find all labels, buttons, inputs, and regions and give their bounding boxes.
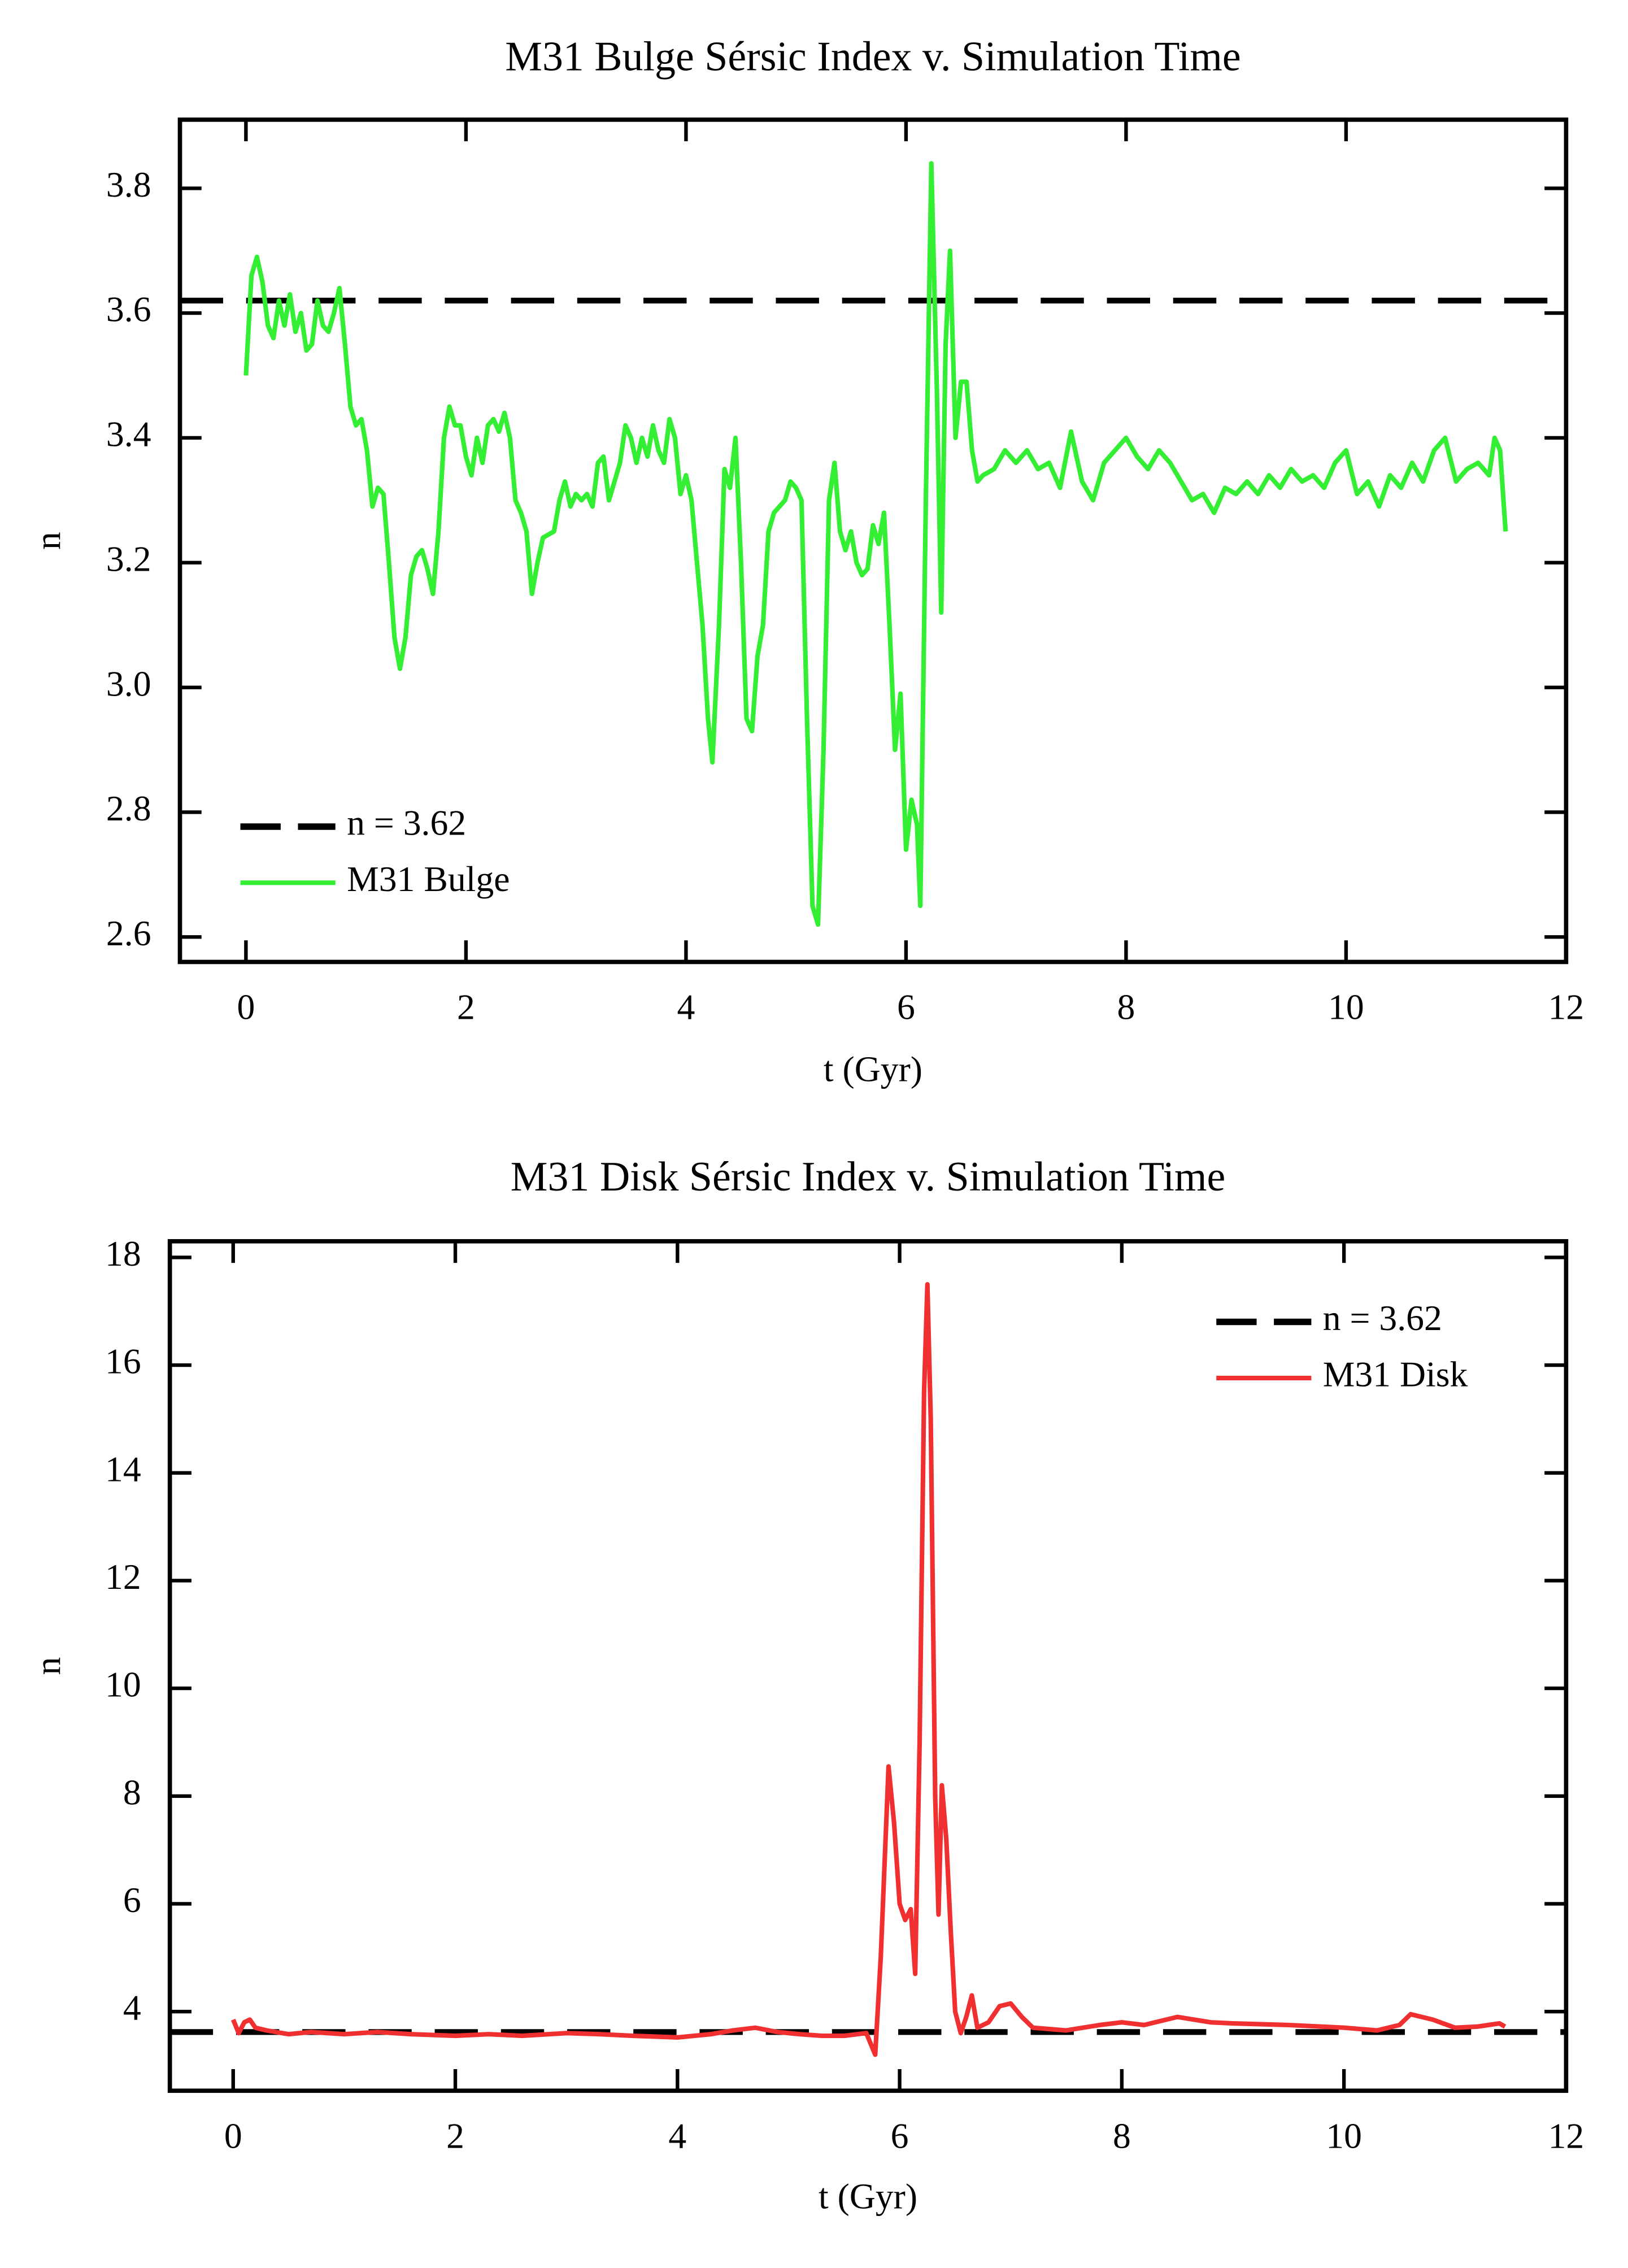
y-tick-label: 8 (123, 1772, 141, 1812)
x-tick-label: 10 (1326, 2116, 1362, 2156)
y-tick-label: 12 (105, 1557, 141, 1597)
y-tick-label: 2.6 (106, 913, 151, 953)
y-tick-label: 14 (105, 1449, 141, 1489)
x-axis-label: t (Gyr) (819, 2176, 917, 2217)
y-tick-label: 18 (105, 1233, 141, 1274)
legend-label: M31 Disk (1323, 1354, 1468, 1394)
x-tick-label: 6 (891, 2116, 909, 2156)
y-tick-label: 3.0 (106, 663, 151, 703)
x-tick-label: 0 (237, 987, 255, 1027)
y-tick-label: 6 (123, 1880, 141, 1920)
chart-title: M31 Disk Sérsic Index v. Simulation Time (511, 1153, 1226, 1200)
y-tick-label: 3.8 (106, 164, 151, 205)
y-tick-label: 3.4 (106, 414, 151, 454)
x-tick-label: 2 (446, 2116, 464, 2156)
x-tick-label: 6 (897, 987, 915, 1027)
y-tick-label: 16 (105, 1341, 141, 1381)
legend-label: n = 3.62 (1323, 1298, 1442, 1338)
data-line (243, 161, 1508, 927)
x-tick-label: 8 (1113, 2116, 1131, 2156)
y-tick-label: 3.2 (106, 538, 151, 579)
y-tick-label: 2.8 (106, 788, 151, 828)
x-axis-label: t (Gyr) (824, 1049, 922, 1089)
x-tick-label: 4 (668, 2116, 686, 2156)
x-tick-label: 2 (457, 987, 475, 1027)
y-axis-label: n (28, 532, 68, 550)
chart-title: M31 Bulge Sérsic Index v. Simulation Tim… (505, 33, 1240, 79)
x-tick-label: 0 (224, 2116, 242, 2156)
data-line (231, 1282, 1507, 2057)
legend-label: n = 3.62 (347, 803, 466, 843)
plot-frame (177, 117, 1569, 964)
x-tick-label: 8 (1117, 987, 1135, 1027)
legend-label: M31 Bulge (347, 859, 510, 899)
x-tick-label: 12 (1548, 987, 1585, 1027)
x-tick-label: 4 (677, 987, 695, 1027)
plot-frame (167, 1239, 1569, 2093)
y-tick-label: 3.6 (106, 289, 151, 329)
x-tick-label: 12 (1548, 2116, 1585, 2156)
y-tick-label: 10 (105, 1665, 141, 1705)
x-tick-label: 10 (1328, 987, 1364, 1027)
y-tick-label: 4 (123, 1988, 141, 2028)
y-axis-label: n (28, 1657, 68, 1675)
